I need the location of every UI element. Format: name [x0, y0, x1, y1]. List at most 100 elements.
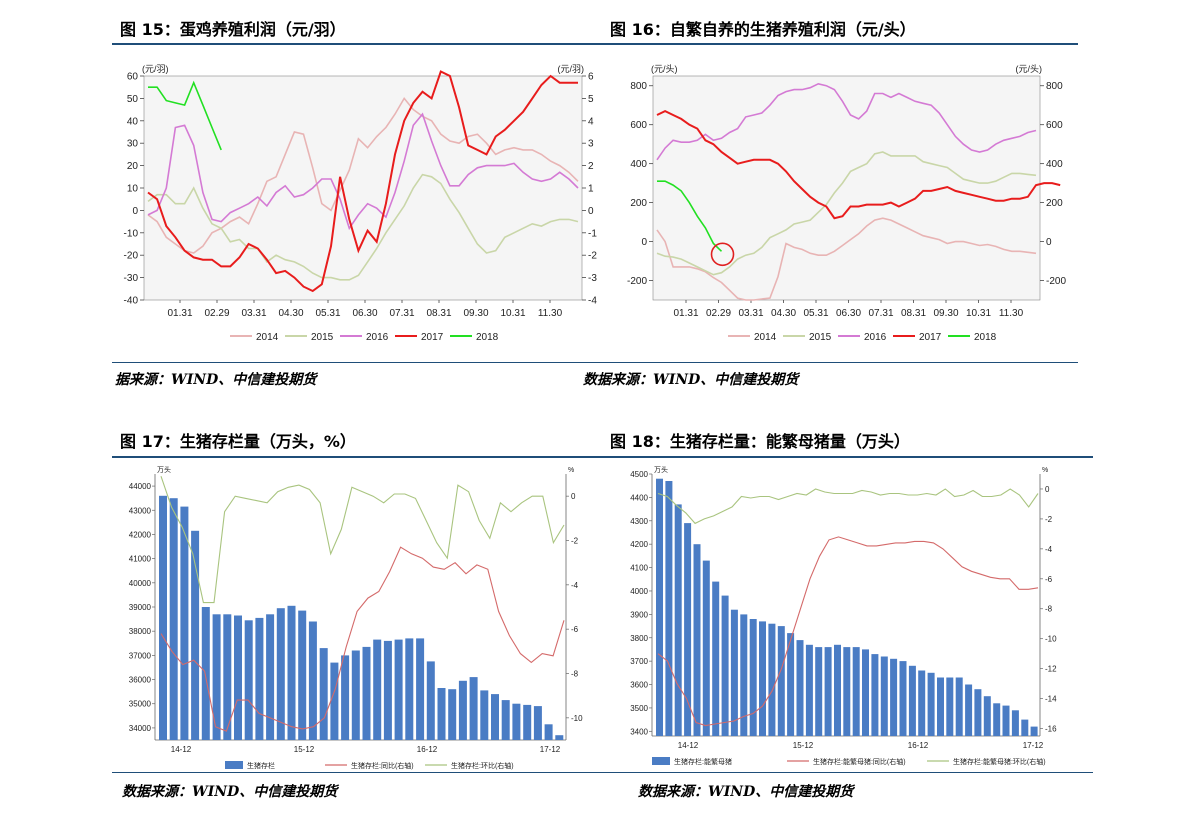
- x-tick-label: 11.30: [538, 308, 563, 319]
- figure-15-source: 据来源：WIND、中信建投期货: [115, 372, 317, 388]
- chart-f17: 44000 43000 42000 41000 40000 39000 38000 37000…: [129, 466, 583, 770]
- bar: [501, 700, 510, 740]
- bar: [512, 703, 521, 740]
- left-tick-label: 40000: [129, 579, 152, 588]
- bar: [862, 649, 869, 736]
- left-tick-label: 3700: [630, 657, 648, 666]
- x-tick-label: 10.31: [500, 308, 525, 319]
- right-tick-label: -6: [1045, 575, 1053, 584]
- bar: [927, 672, 935, 736]
- bar: [491, 694, 499, 740]
- legend-label-line-1: 生猪存栏:能繁母猪:环比(右轴): [953, 757, 1046, 766]
- right-unit-label: %: [568, 467, 574, 474]
- bar: [373, 639, 382, 740]
- plot-area: [143, 75, 583, 301]
- right-tick-label: 0: [571, 492, 576, 501]
- right-tick-label: -8: [1045, 605, 1053, 614]
- x-tick-label: 15-12: [793, 741, 814, 750]
- bar: [341, 655, 350, 740]
- left-tick-label: -20: [124, 251, 139, 262]
- x-tick-label: 04.30: [278, 308, 303, 319]
- top-divider: [112, 43, 1078, 45]
- left-tick-label: 400: [630, 159, 647, 170]
- left-tick-label: 50: [127, 94, 139, 105]
- bar: [319, 648, 328, 740]
- bar: [918, 670, 926, 736]
- bar: [946, 677, 954, 736]
- right-unit-label: (元/羽): [558, 64, 585, 74]
- bar: [1021, 719, 1029, 736]
- bar: [330, 662, 339, 740]
- bar: [1002, 705, 1010, 736]
- right-tick-label: -6: [571, 625, 579, 634]
- bar: [777, 626, 785, 736]
- bar: [702, 560, 710, 736]
- x-tick-label: 14-12: [678, 741, 699, 750]
- left-tick-label: 44000: [129, 482, 152, 491]
- right-tick-label: -2: [1045, 515, 1053, 524]
- series-line-2018: [148, 80, 222, 151]
- x-tick-label: 08.31: [901, 308, 926, 319]
- chart-f18: 4500 4400 4300 4200 4100 4000 3900 3800 3700 3600…: [630, 466, 1057, 766]
- bar: [768, 623, 776, 736]
- x-tick-label: 07.31: [868, 308, 893, 319]
- bar: [983, 696, 991, 736]
- x-tick-label: 11.30: [999, 308, 1024, 319]
- bar: [533, 706, 542, 740]
- right-tick-label: -4: [1045, 545, 1053, 554]
- left-tick-label: -40: [124, 296, 139, 307]
- left-unit-label: 万头: [654, 466, 668, 474]
- bar: [787, 633, 795, 736]
- legend-label-2014: 2014: [754, 332, 777, 343]
- bar: [749, 619, 757, 736]
- series-line-1: [160, 476, 565, 604]
- legend-label-2016: 2016: [366, 332, 389, 343]
- x-tick-label: 15-12: [294, 745, 315, 754]
- legend-label-2014: 2014: [256, 332, 279, 343]
- left-tick-label: 3500: [630, 704, 648, 713]
- left-tick-label: 39000: [129, 603, 152, 612]
- bar: [852, 647, 860, 736]
- right-tick-label: -200: [1046, 276, 1066, 287]
- bar: [805, 644, 813, 736]
- bar: [394, 639, 403, 740]
- left-tick-label: 800: [630, 81, 647, 92]
- right-tick-label: 800: [1046, 81, 1063, 92]
- right-tick-label: -4: [588, 296, 597, 307]
- bar: [159, 495, 167, 740]
- x-tick-label: 02.29: [204, 308, 229, 319]
- right-tick-label: -8: [571, 670, 579, 679]
- left-tick-label: 30: [127, 139, 139, 150]
- right-tick-label: 2: [588, 161, 594, 172]
- bar: [740, 614, 748, 736]
- left-tick-label: 35000: [129, 700, 152, 709]
- right-tick-label: 0: [1045, 485, 1050, 494]
- legend-label-2015: 2015: [809, 332, 832, 343]
- figure-16-source: 数据来源：WIND、中信建投期货: [583, 372, 799, 388]
- bar: [665, 481, 673, 736]
- x-tick-label: 07.31: [389, 308, 414, 319]
- bar: [458, 680, 467, 740]
- legend-label-2018: 2018: [974, 332, 997, 343]
- series-line-2017: [656, 109, 1061, 220]
- left-tick-label: 42000: [129, 530, 152, 539]
- right-tick-label: -10: [571, 714, 583, 723]
- bar: [974, 689, 982, 736]
- left-tick-label: 34000: [129, 724, 152, 733]
- right-tick-label: -2: [588, 251, 597, 262]
- bar: [351, 650, 360, 740]
- x-tick-label: 03.31: [241, 308, 266, 319]
- left-tick-label: -30: [124, 273, 139, 284]
- legend-swatch-bars: [225, 761, 243, 769]
- x-tick-label: 01.31: [167, 308, 192, 319]
- right-tick-label: 3: [588, 139, 594, 150]
- left-tick-label: 200: [630, 198, 647, 209]
- bar: [674, 504, 682, 736]
- legend-label-line-0: 生猪存栏:同比(右轴): [351, 761, 414, 770]
- bar: [955, 677, 963, 736]
- right-unit-label: %: [1042, 467, 1048, 474]
- left-tick-label: 4200: [630, 540, 648, 549]
- right-tick-label: -1: [588, 228, 597, 239]
- legend-label-line-0: 生猪存栏:能繁母猪:同比(右轴): [813, 757, 906, 766]
- series-line-2015: [147, 173, 579, 281]
